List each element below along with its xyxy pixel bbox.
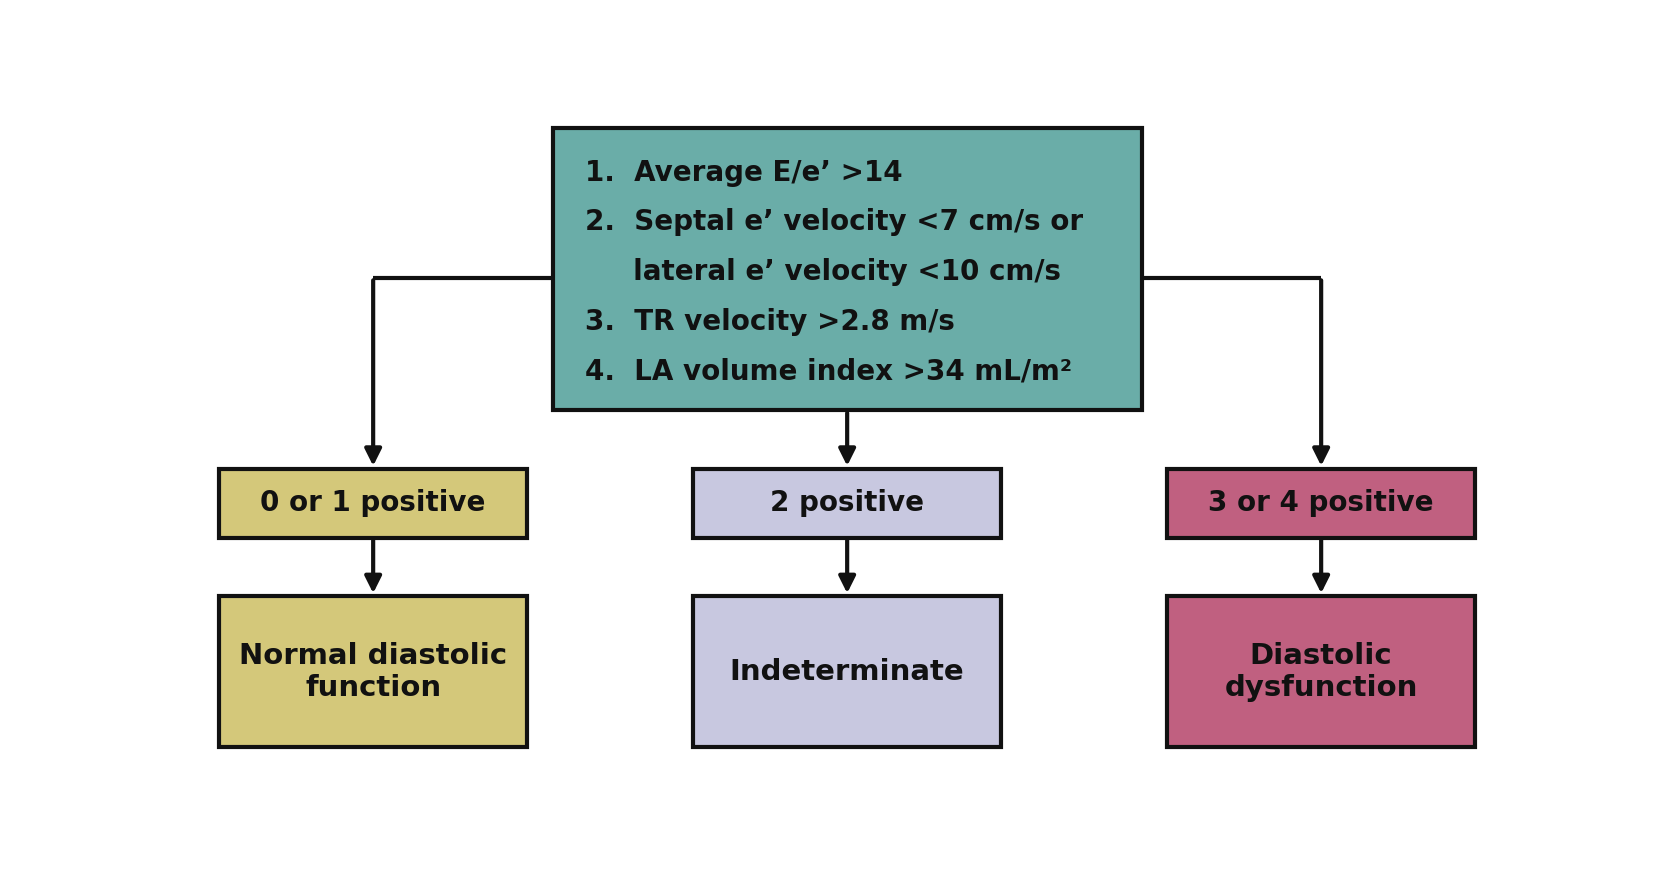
FancyBboxPatch shape bbox=[220, 468, 527, 537]
Text: lateral e’ velocity <10 cm/s: lateral e’ velocity <10 cm/s bbox=[585, 258, 1061, 286]
Text: 3 or 4 positive: 3 or 4 positive bbox=[1208, 489, 1433, 517]
FancyBboxPatch shape bbox=[1167, 596, 1474, 747]
FancyBboxPatch shape bbox=[1167, 468, 1474, 537]
Text: 3.  TR velocity >2.8 m/s: 3. TR velocity >2.8 m/s bbox=[585, 308, 954, 335]
FancyBboxPatch shape bbox=[220, 596, 527, 747]
Text: Indeterminate: Indeterminate bbox=[731, 658, 964, 686]
FancyBboxPatch shape bbox=[694, 596, 1002, 747]
FancyBboxPatch shape bbox=[694, 468, 1002, 537]
Text: 2.  Septal e’ velocity <7 cm/s or: 2. Septal e’ velocity <7 cm/s or bbox=[585, 208, 1083, 237]
Text: 0 or 1 positive: 0 or 1 positive bbox=[261, 489, 486, 517]
Text: 4.  LA volume index >34 mL/m²: 4. LA volume index >34 mL/m² bbox=[585, 358, 1071, 385]
FancyBboxPatch shape bbox=[552, 128, 1142, 410]
Text: Diastolic
dysfunction: Diastolic dysfunction bbox=[1225, 642, 1418, 702]
Text: Normal diastolic
function: Normal diastolic function bbox=[240, 642, 507, 702]
Text: 2 positive: 2 positive bbox=[770, 489, 924, 517]
Text: 1.  Average E/e’ >14: 1. Average E/e’ >14 bbox=[585, 159, 903, 187]
